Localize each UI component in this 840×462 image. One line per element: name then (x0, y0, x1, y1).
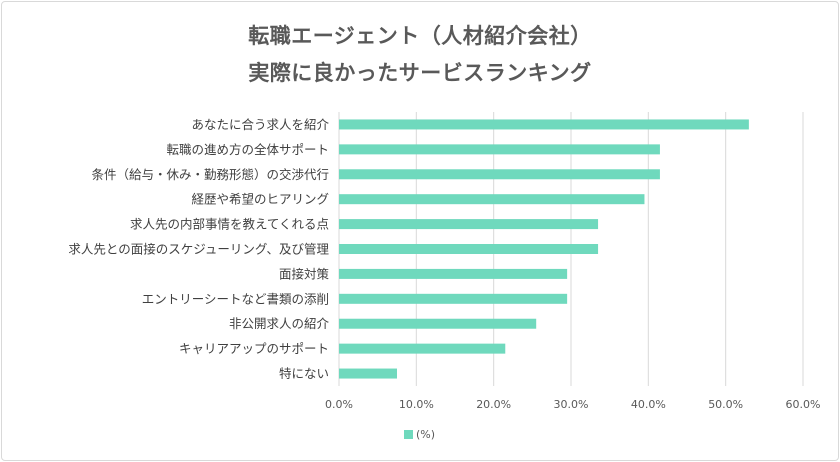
x-tick-label: 30.0% (554, 398, 589, 411)
x-tick-label: 0.0% (325, 398, 353, 411)
bar (339, 318, 537, 329)
bar (339, 268, 568, 279)
x-tick-label: 40.0% (631, 398, 666, 411)
bar (339, 368, 397, 379)
legend-swatch (404, 430, 413, 439)
category-label: あなたに合う求人を紹介 (191, 117, 329, 132)
legend-label: (%) (416, 428, 436, 441)
category-label: 経歴や希望のヒアリング (191, 192, 329, 207)
bar (339, 119, 749, 130)
category-label: 特にない (279, 366, 329, 381)
category-label: 転職の進め方の全体サポート (166, 142, 329, 157)
category-label: キャリアアップのサポート (179, 341, 329, 356)
category-label: 面接対策 (279, 266, 330, 281)
chart-title-line-2: 実際に良かったサービスランキング (248, 61, 592, 85)
bar (339, 219, 599, 230)
category-label: 求人先との面接のスケジューリング、及び管理 (68, 242, 329, 257)
bar (339, 343, 506, 354)
bar (339, 169, 660, 180)
bar (339, 293, 568, 304)
x-tick-label: 50.0% (708, 398, 743, 411)
category-label: 非公開求人の紹介 (229, 316, 330, 331)
legend: (%) (404, 428, 435, 441)
bars (339, 119, 749, 379)
chart-title-line-1: 転職エージェント（人材紹介会社） (248, 24, 592, 48)
x-tick-labels: 0.0% 10.0% 20.0% 30.0% 40.0% 50.0% 60.0% (325, 398, 820, 411)
category-label: エントリーシートなど書類の添削 (142, 291, 329, 306)
bar (339, 144, 660, 155)
category-label: 求人先の内部事情を教えてくれる点 (130, 217, 329, 232)
x-tick-label: 60.0% (786, 398, 821, 411)
x-tick-label: 20.0% (476, 398, 511, 411)
category-label: 条件（給与・休み・勤務形態）の交渉代行 (91, 167, 329, 182)
bar (339, 194, 645, 205)
x-tick-label: 10.0% (399, 398, 434, 411)
bar (339, 244, 599, 254)
category-labels: あなたに合う求人を紹介転職の進め方の全体サポート条件（給与・休み・勤務形態）の交… (68, 117, 329, 381)
